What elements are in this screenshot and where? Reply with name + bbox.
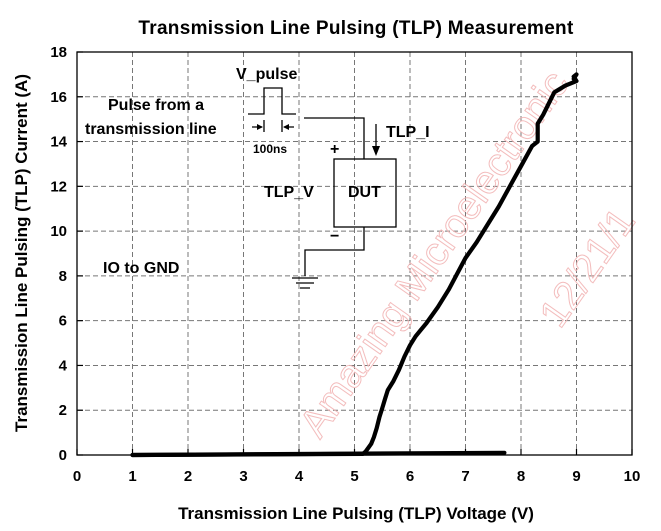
- pulse-waveform: [248, 87, 296, 115]
- x-tick-label-8: 8: [517, 468, 525, 485]
- x-tick-label-1: 1: [128, 468, 136, 485]
- x-tick-label-7: 7: [461, 468, 469, 485]
- io-to-gnd-label: IO to GND: [103, 260, 179, 277]
- chart-title: Transmission Line Pulsing (TLP) Measurem…: [138, 18, 574, 39]
- ground-symbol: [292, 277, 318, 289]
- y-axis-ticks: 0 2 4 6 8 10 12 14 16 18: [50, 44, 83, 464]
- schematic-wires: [304, 117, 365, 276]
- pulse-width-arrowheads: [257, 124, 289, 130]
- y-tick-label-3: 6: [59, 313, 67, 330]
- x-tick-label-5: 5: [350, 468, 358, 485]
- tlp-i-label: TLP_I: [386, 124, 430, 141]
- y-tick-label-5: 10: [50, 223, 67, 240]
- pulse-width-marker: [252, 120, 294, 132]
- y-tick-label-7: 14: [50, 134, 67, 151]
- x-tick-label-6: 6: [406, 468, 414, 485]
- dut-label: DUT: [348, 184, 381, 201]
- watermark-text-1: Amazing Microelectronic: [291, 63, 577, 445]
- plus-sign: +: [330, 141, 339, 158]
- y-tick-label-0: 0: [59, 447, 67, 464]
- x-tick-label-0: 0: [73, 468, 81, 485]
- series-line-1: [130, 450, 507, 458]
- tlp-i-arrowhead: [372, 146, 380, 156]
- y-tick-label-8: 16: [50, 89, 67, 106]
- v-pulse-label: V_pulse: [236, 66, 297, 83]
- y-tick-label-2: 4: [59, 357, 68, 374]
- pulse-source-line-1: Pulse from a: [108, 97, 204, 114]
- minus-sign: −: [330, 228, 339, 245]
- y-tick-label-1: 2: [59, 402, 67, 419]
- y-tick-label-6: 12: [50, 178, 67, 195]
- pulse-width-label: 100ns: [253, 142, 287, 156]
- x-tick-label-2: 2: [184, 468, 192, 485]
- tlp-v-label: TLP_V: [264, 184, 314, 201]
- data-series: [130, 72, 579, 458]
- tlp-schematic: V_pulse Pulse from a transmission line 1…: [85, 66, 430, 289]
- y-axis-label: Transmission Line Pulsing (TLP) Current …: [12, 74, 31, 432]
- series-line-0: [130, 72, 579, 458]
- x-tick-label-4: 4: [295, 468, 304, 485]
- x-tick-label-3: 3: [239, 468, 247, 485]
- x-tick-label-9: 9: [572, 468, 580, 485]
- grid-lines: [77, 52, 632, 455]
- y-tick-label-9: 18: [50, 44, 67, 61]
- x-tick-label-10: 10: [624, 468, 641, 485]
- watermark-text-2: 12/21/1: [531, 201, 644, 336]
- x-axis-label: Transmission Line Pulsing (TLP) Voltage …: [178, 504, 534, 523]
- pulse-source-line-2: transmission line: [85, 121, 217, 138]
- dut-box: [333, 158, 397, 228]
- y-tick-label-4: 8: [59, 268, 67, 285]
